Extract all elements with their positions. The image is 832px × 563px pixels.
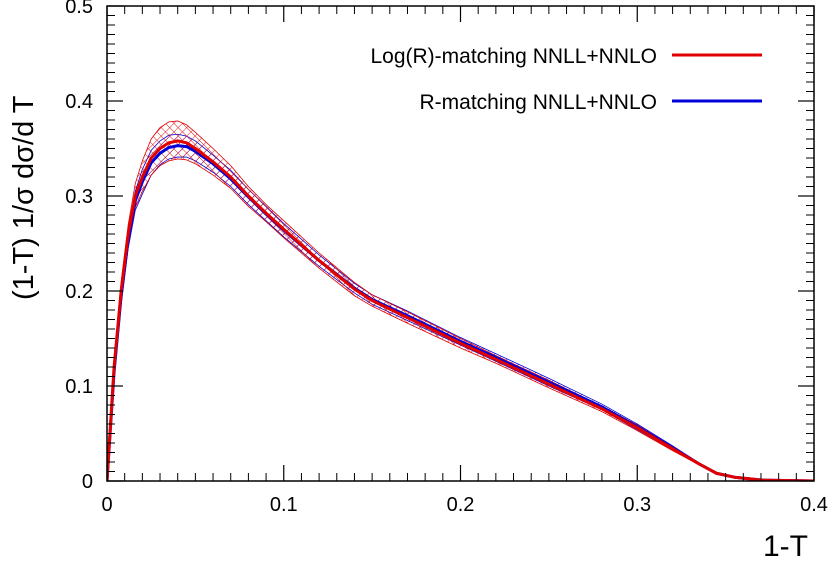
y-tick-label: 0.1 — [65, 376, 93, 398]
x-axis-label: 1-T — [763, 530, 808, 563]
legend-label-r: R-matching NNLL+NNLO — [419, 91, 657, 114]
series-lines — [107, 139, 814, 481]
y-tick-label: 0.2 — [65, 281, 93, 303]
x-tick-label: 0.3 — [623, 494, 651, 516]
x-tick-label: 0.2 — [447, 494, 475, 516]
band-r — [107, 133, 814, 481]
band-logr — [107, 120, 814, 481]
y-tick-label: 0.4 — [65, 91, 93, 113]
x-tick-label: 0.4 — [800, 494, 828, 516]
y-tick-label: 0.5 — [65, 0, 93, 18]
plot-frame — [106, 5, 815, 482]
uncertainty-bands — [107, 120, 814, 481]
x-tick-label: 0.1 — [270, 494, 298, 516]
line-logr — [107, 139, 814, 481]
x-axis-ticks: 0 0.1 0.2 0.3 0.4 — [101, 6, 828, 516]
y-axis-ticks: 0 0.1 0.2 0.3 0.4 0.5 — [65, 0, 814, 493]
y-axis-label: (1-T) 1/σ dσ/d T — [8, 95, 40, 300]
y-tick-label: 0 — [82, 471, 93, 493]
legend-label-logr: Log(R)-matching NNLL+NNLO — [370, 45, 657, 68]
x-tick-label: 0 — [101, 494, 112, 516]
line-r — [107, 144, 814, 481]
legend: Log(R)-matching NNLL+NNLO R-matching NNL… — [370, 45, 762, 114]
y-tick-label: 0.3 — [65, 186, 93, 208]
